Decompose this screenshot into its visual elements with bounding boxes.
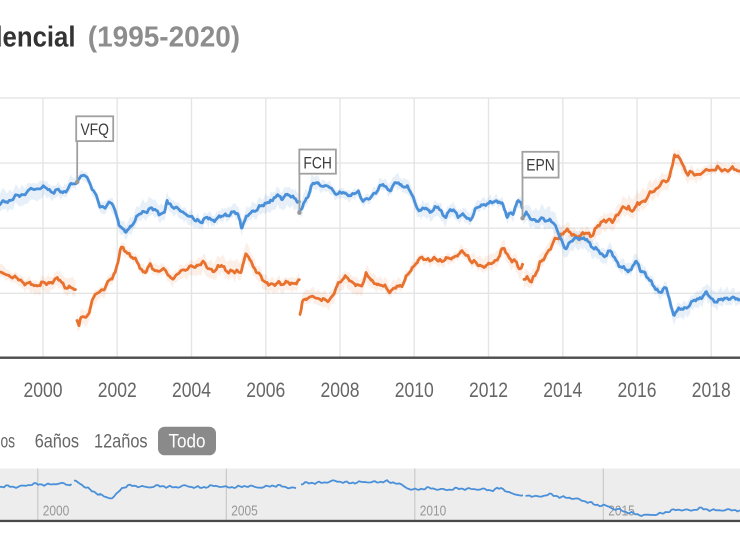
svg-text:FCH: FCH bbox=[303, 154, 332, 172]
svg-text:(1995-2020): (1995-2020) bbox=[88, 22, 240, 54]
svg-text:dencial: dencial bbox=[0, 22, 75, 54]
svg-text:2016: 2016 bbox=[618, 379, 657, 402]
svg-text:2010: 2010 bbox=[395, 379, 434, 402]
svg-text:2005: 2005 bbox=[231, 503, 257, 520]
svg-text:os: os bbox=[1, 431, 16, 452]
svg-text:2012: 2012 bbox=[469, 379, 508, 402]
svg-text:6años: 6años bbox=[35, 431, 79, 452]
svg-text:2000: 2000 bbox=[24, 379, 63, 402]
svg-text:EPN: EPN bbox=[526, 157, 555, 175]
svg-text:VFQ: VFQ bbox=[80, 121, 109, 139]
svg-text:2002: 2002 bbox=[98, 379, 137, 402]
svg-text:Todo: Todo bbox=[169, 431, 206, 452]
svg-text:2010: 2010 bbox=[420, 503, 447, 520]
svg-text:2014: 2014 bbox=[543, 379, 582, 402]
svg-text:2004: 2004 bbox=[172, 379, 211, 402]
svg-text:2018: 2018 bbox=[692, 379, 731, 402]
svg-text:2006: 2006 bbox=[246, 379, 285, 402]
svg-text:12años: 12años bbox=[94, 431, 148, 452]
svg-text:2000: 2000 bbox=[43, 503, 70, 520]
svg-text:2008: 2008 bbox=[321, 379, 360, 402]
